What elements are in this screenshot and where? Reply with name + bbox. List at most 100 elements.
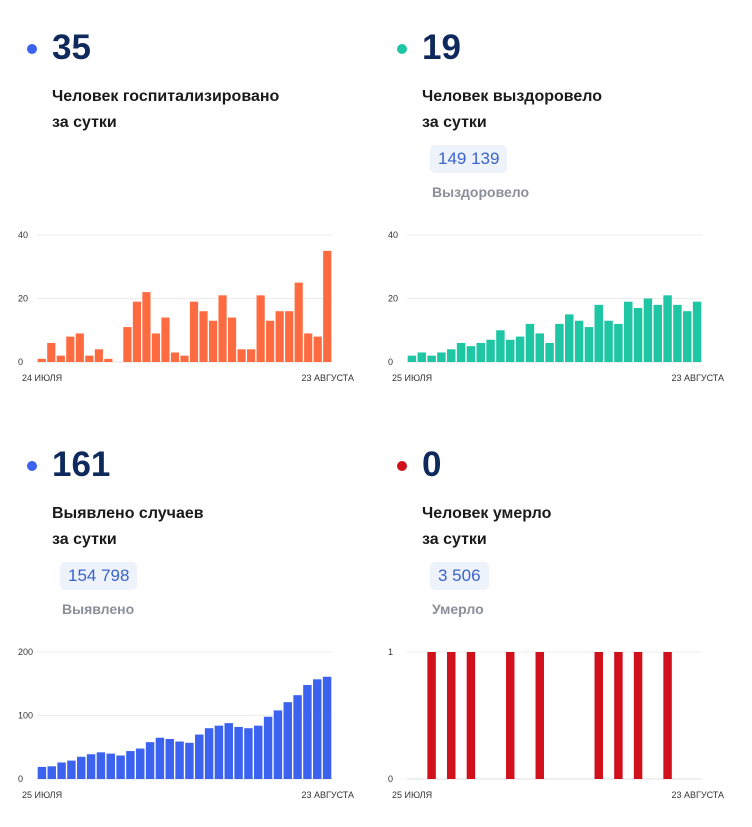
recovered-bar xyxy=(466,346,476,362)
hospitalized-chart: 0 20 40 24 ИЮЛЯ 23 АВГУСТА xyxy=(18,230,354,383)
cases-bar xyxy=(136,748,145,779)
cases-bar xyxy=(47,766,56,779)
cases-start-label: 25 ИЮЛЯ xyxy=(22,790,62,800)
hospitalized-bar xyxy=(313,336,322,362)
deaths-dot xyxy=(397,461,407,471)
cases-bar xyxy=(214,725,224,779)
deaths-total-label: Умерло xyxy=(432,601,484,617)
cases-bar xyxy=(244,728,253,779)
cases-panel: 161 Выявлено случаев за сутки 154 798 Вы… xyxy=(0,417,354,817)
hospitalized-bar xyxy=(123,327,132,362)
cases-bar xyxy=(165,738,174,779)
deaths-bar xyxy=(427,652,436,779)
cases-value: 161 xyxy=(52,445,111,484)
deaths-ytick-label: 1 xyxy=(388,647,393,657)
cases-bar xyxy=(204,728,214,779)
recovered-bar xyxy=(643,298,653,362)
hospitalized-bar xyxy=(208,320,218,362)
deaths-ytick-label: 0 xyxy=(388,774,393,784)
hospitalized-bar xyxy=(323,250,332,362)
hospitalized-bar xyxy=(142,292,151,362)
hospitalized-bar xyxy=(180,355,189,362)
recovered-bar xyxy=(417,352,426,362)
recovered-ytick-label: 20 xyxy=(388,294,398,304)
cases-bar xyxy=(96,752,106,779)
cases-bar xyxy=(322,676,332,779)
hospitalized-bar xyxy=(56,355,65,362)
cases-bar xyxy=(145,742,155,779)
deaths-bar xyxy=(633,652,643,779)
hospitalized-bar xyxy=(247,349,256,362)
cases-bar xyxy=(67,760,76,779)
recovered-bar xyxy=(692,301,702,362)
recovered-start-label: 25 ИЮЛЯ xyxy=(392,373,432,383)
recovered-bar xyxy=(673,304,682,362)
recovered-value: 19 xyxy=(422,28,461,67)
recovered-bar xyxy=(565,314,574,362)
deaths-total: 3 506 xyxy=(430,562,489,590)
cases-bar xyxy=(106,753,115,779)
recovered-bar xyxy=(663,295,672,362)
hospitalized-ytick-label: 20 xyxy=(18,294,28,304)
recovered-bar xyxy=(447,349,456,362)
hospitalized-bar xyxy=(47,342,56,362)
hospitalized-label: Человек госпитализировано за сутки xyxy=(52,84,342,136)
hospitalized-bar xyxy=(227,317,237,362)
hospitalized-bar xyxy=(75,333,84,362)
recovered-bar xyxy=(604,320,613,362)
cases-bar xyxy=(263,716,273,779)
recovered-bar xyxy=(633,308,643,362)
deaths-start-label: 25 ИЮЛЯ xyxy=(392,790,432,800)
recovered-bar xyxy=(486,339,495,362)
cases-bar xyxy=(37,766,47,779)
hospitalized-bar xyxy=(275,311,284,362)
hospitalized-ytick-label: 40 xyxy=(18,230,28,240)
recovered-label-line1: Человек выздоровело xyxy=(422,88,603,105)
hospitalized-label-line2: за сутки xyxy=(52,114,117,131)
cases-bar xyxy=(116,755,125,779)
recovered-bar xyxy=(496,330,505,362)
deaths-value: 0 xyxy=(422,445,442,484)
deaths-label: Человек умерло за сутки xyxy=(422,501,712,553)
hospitalized-bar xyxy=(170,352,180,362)
hospitalized-bar xyxy=(218,295,227,362)
recovered-bar xyxy=(683,311,692,362)
cases-bar xyxy=(195,734,204,779)
cases-label-line2: за сутки xyxy=(52,531,117,548)
cases-total: 154 798 xyxy=(60,562,138,590)
hospitalized-bar xyxy=(294,282,303,362)
hospitalized-bar xyxy=(237,349,246,362)
cases-bar xyxy=(313,679,322,779)
hospitalized-bar xyxy=(285,311,294,362)
deaths-bar xyxy=(614,652,623,779)
cases-ytick-label: 0 xyxy=(18,774,23,784)
hospitalized-bar xyxy=(151,333,161,362)
cases-dot xyxy=(27,461,37,471)
deaths-bar xyxy=(506,652,515,779)
hospitalized-label-line1: Человек госпитализировано xyxy=(52,88,280,105)
cases-bar xyxy=(126,751,135,779)
recovered-bar xyxy=(545,342,554,362)
deaths-bar xyxy=(466,652,476,779)
hospitalized-bar xyxy=(161,317,170,362)
cases-bar xyxy=(155,737,165,779)
recovered-bar xyxy=(653,304,662,362)
recovered-label: Человек выздоровело за сутки xyxy=(422,84,712,136)
hospitalized-start-label: 24 ИЮЛЯ xyxy=(22,373,62,383)
hospitalized-bar xyxy=(199,311,208,362)
recovered-bar xyxy=(515,336,525,362)
recovered-label-line2: за сутки xyxy=(422,114,487,131)
hospitalized-value: 35 xyxy=(52,28,91,67)
recovered-chart: 0 20 40 25 ИЮЛЯ 23 АВГУСТА xyxy=(388,230,724,383)
cases-label-line1: Выявлено случаев xyxy=(52,505,204,522)
cases-total-label: Выявлено xyxy=(62,601,135,617)
recovered-bar xyxy=(427,355,436,362)
recovered-bar xyxy=(535,333,544,362)
recovered-bar xyxy=(624,301,633,362)
cases-bar xyxy=(185,742,194,779)
cases-bar xyxy=(224,723,233,779)
deaths-panel: 0 Человек умерло за сутки 3 506 Умерло 0… xyxy=(370,417,724,817)
cases-label: Выявлено случаев за сутки xyxy=(52,501,342,553)
hospitalized-bar xyxy=(104,358,113,362)
cases-ytick-label: 100 xyxy=(18,711,33,721)
